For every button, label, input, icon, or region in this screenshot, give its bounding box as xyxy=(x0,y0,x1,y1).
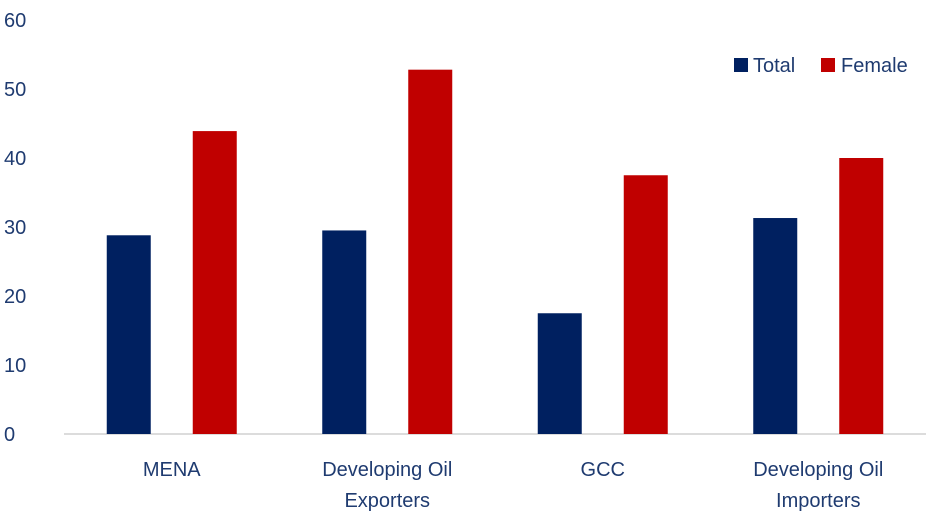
bar-female-1 xyxy=(408,69,453,435)
y-tick-label: 40 xyxy=(4,148,26,170)
bar-total-0 xyxy=(106,235,151,434)
y-tick-label: 60 xyxy=(4,10,26,32)
legend: Total Female xyxy=(734,55,908,77)
legend-label-female: Female xyxy=(841,55,908,77)
y-tick-label: 10 xyxy=(4,355,26,377)
bar-female-0 xyxy=(192,131,237,434)
y-tick-label: 30 xyxy=(4,217,26,239)
y-tick-label: 20 xyxy=(4,286,26,308)
bars xyxy=(106,69,884,435)
category-label: Developing Oil xyxy=(322,459,452,481)
category-label: MENA xyxy=(143,459,201,481)
bar-female-2 xyxy=(623,175,668,434)
legend-swatch-female xyxy=(821,58,835,72)
category-labels: MENA Developing Oil Exporters GCC Developing… xyxy=(143,459,883,512)
legend-label-total: Total xyxy=(753,55,795,77)
bar-total-1 xyxy=(322,230,367,434)
category-label: GCC xyxy=(581,459,625,481)
category-label: Exporters xyxy=(344,490,430,512)
category-label: Importers xyxy=(776,490,860,512)
bar-total-3 xyxy=(753,218,798,434)
y-tick-label: 0 xyxy=(4,424,15,446)
legend-swatch-total xyxy=(734,58,748,72)
y-tick-label: 50 xyxy=(4,79,26,101)
y-axis-ticks: 0 10 20 30 40 50 60 xyxy=(4,10,26,446)
bar-female-3 xyxy=(839,158,884,434)
category-label: Developing Oil xyxy=(753,459,883,481)
bar-total-2 xyxy=(537,313,582,434)
